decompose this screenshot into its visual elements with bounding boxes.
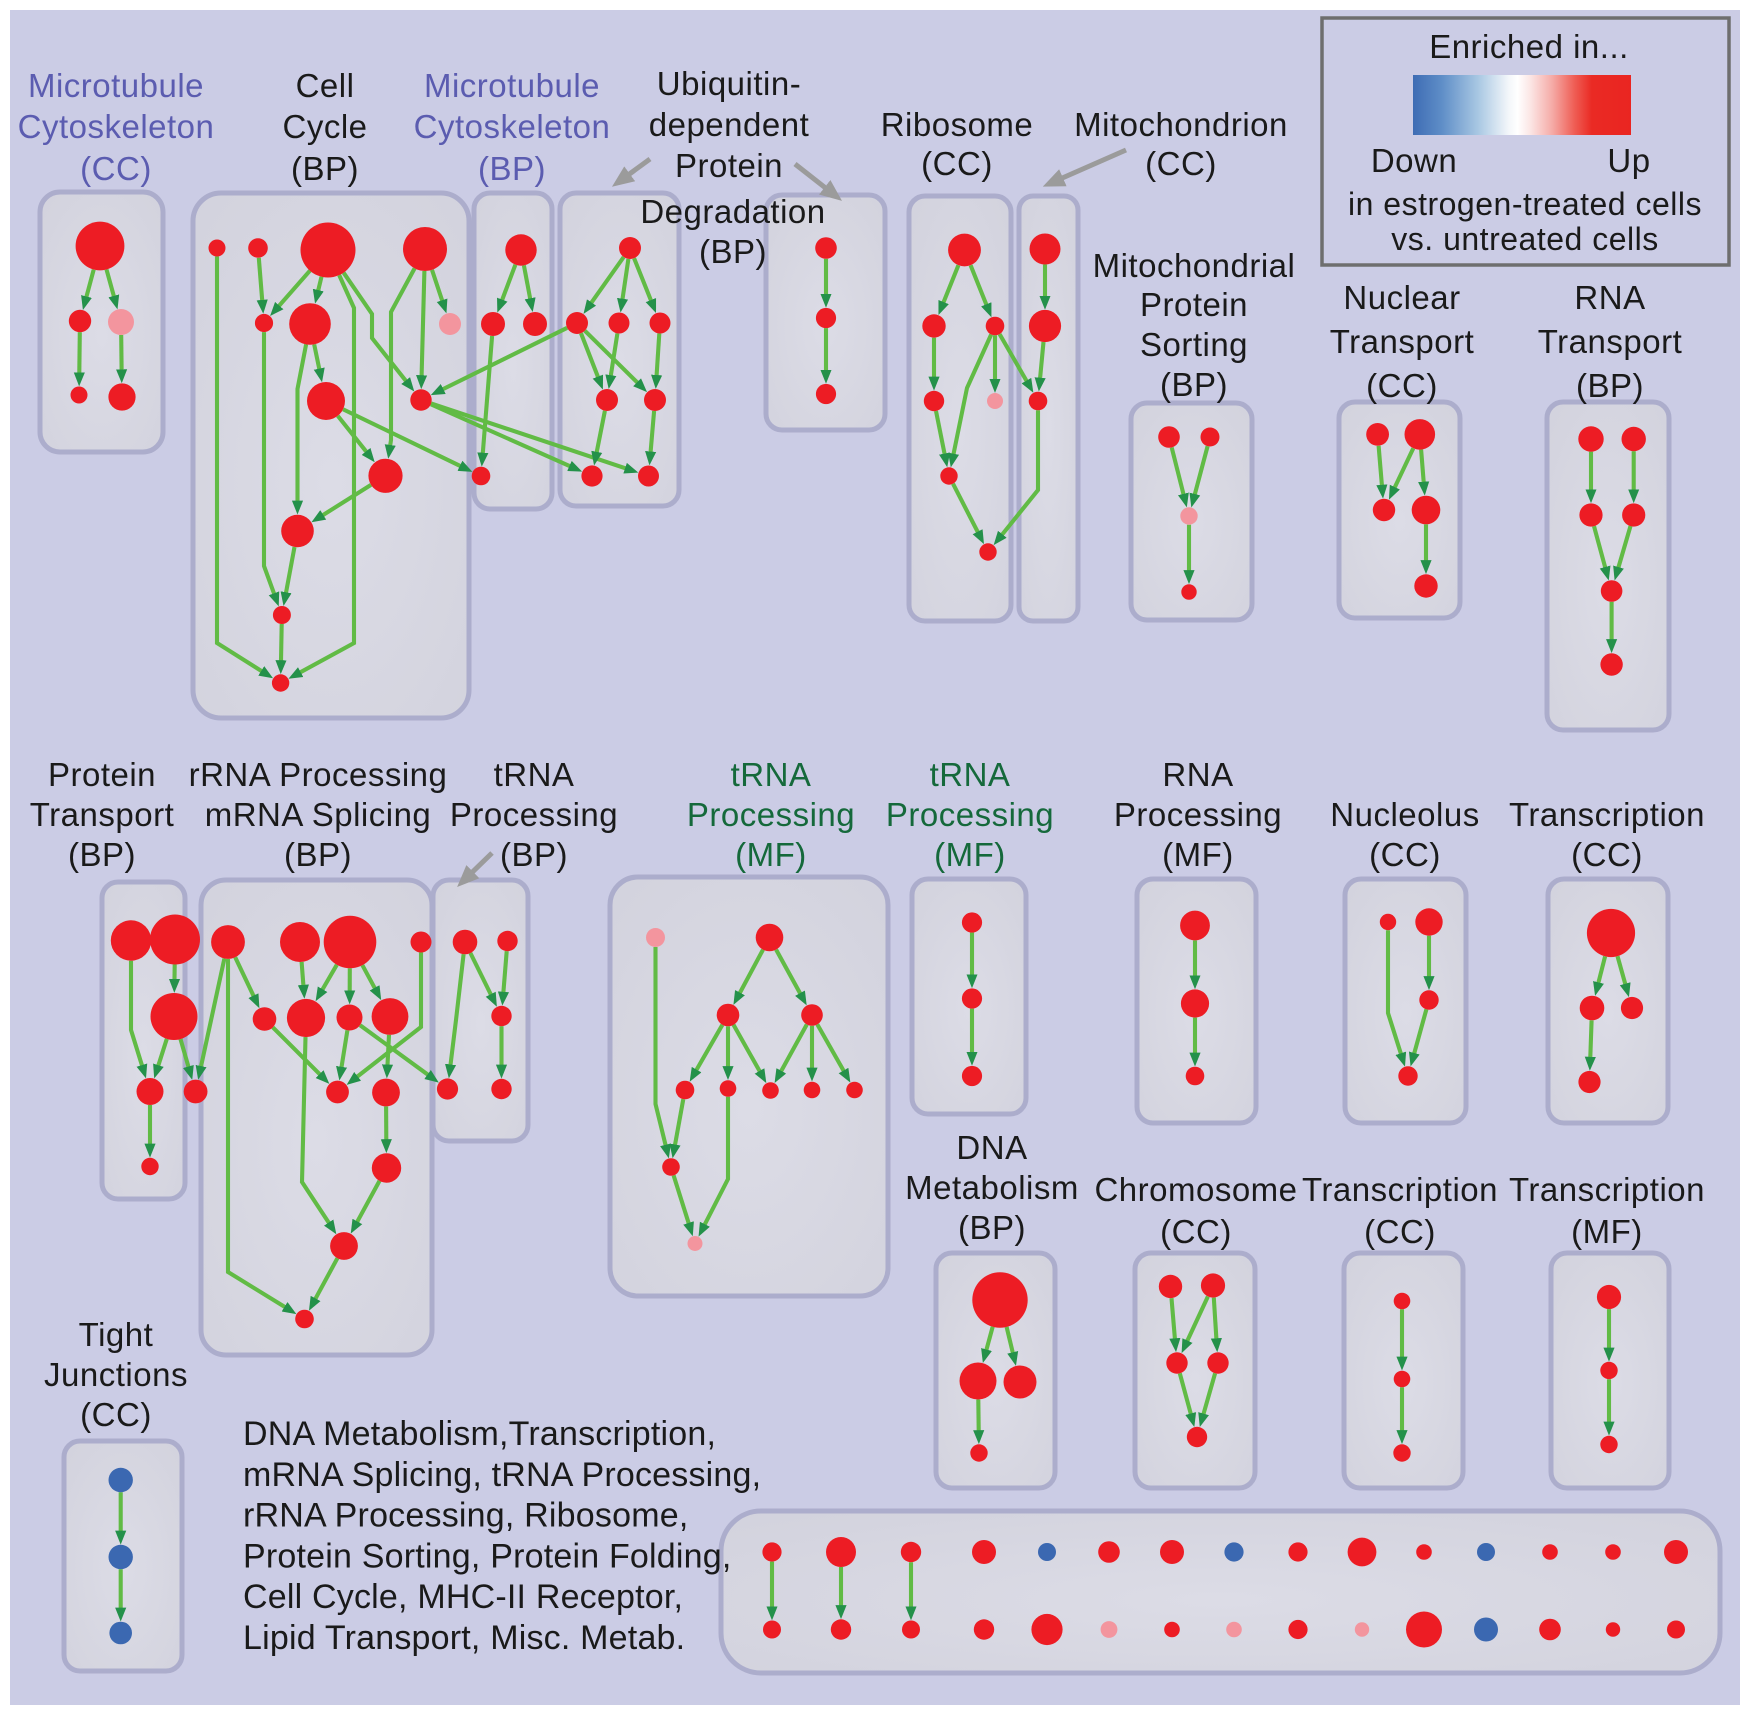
svg-text:Down: Down <box>1371 142 1457 179</box>
svg-text:Cell: Cell <box>296 67 355 104</box>
svg-text:Lipid Transport, Misc. Metab.: Lipid Transport, Misc. Metab. <box>243 1619 685 1657</box>
svg-text:(CC): (CC) <box>1366 367 1438 404</box>
svg-text:in estrogen-treated cells: in estrogen-treated cells <box>1348 186 1702 222</box>
svg-text:Mitochondrion: Mitochondrion <box>1074 106 1288 143</box>
svg-text:Cycle: Cycle <box>282 108 367 145</box>
svg-text:Protein: Protein <box>675 147 783 184</box>
svg-text:Processing: Processing <box>450 796 618 833</box>
svg-text:Microtubule: Microtubule <box>28 67 204 104</box>
svg-text:rRNA Processing: rRNA Processing <box>189 756 448 793</box>
svg-text:DNA Metabolism,Transcription,: DNA Metabolism,Transcription, <box>243 1415 716 1453</box>
svg-text:dependent: dependent <box>649 106 810 143</box>
svg-text:Metabolism: Metabolism <box>905 1169 1079 1206</box>
svg-text:Processing: Processing <box>886 796 1054 833</box>
svg-text:Transport: Transport <box>30 796 175 833</box>
svg-text:Nuclear: Nuclear <box>1343 279 1460 316</box>
svg-text:(CC): (CC) <box>1160 1213 1232 1250</box>
svg-text:Transcription: Transcription <box>1509 796 1705 833</box>
svg-text:(BP): (BP) <box>68 836 136 873</box>
svg-text:(MF): (MF) <box>735 836 807 873</box>
svg-text:(CC): (CC) <box>1364 1213 1436 1250</box>
svg-text:tRNA: tRNA <box>930 756 1011 793</box>
svg-text:Enriched in...: Enriched in... <box>1429 28 1629 65</box>
svg-text:vs. untreated cells: vs. untreated cells <box>1391 221 1658 257</box>
svg-text:Transport: Transport <box>1538 323 1683 360</box>
svg-text:(BP): (BP) <box>500 836 568 873</box>
svg-text:Nucleolus: Nucleolus <box>1330 796 1479 833</box>
svg-text:Junctions: Junctions <box>44 1356 188 1393</box>
svg-text:Processing: Processing <box>687 796 855 833</box>
svg-text:Microtubule: Microtubule <box>424 67 600 104</box>
svg-text:(BP): (BP) <box>291 150 359 187</box>
svg-text:Protein: Protein <box>1140 286 1248 323</box>
svg-text:Protein Sorting, Protein Foldi: Protein Sorting, Protein Folding, <box>243 1537 732 1575</box>
svg-text:Transcription: Transcription <box>1302 1171 1498 1208</box>
svg-text:tRNA: tRNA <box>731 756 812 793</box>
svg-text:mRNA Splicing, tRNA Processing: mRNA Splicing, tRNA Processing, <box>243 1456 761 1494</box>
svg-text:Up: Up <box>1607 142 1650 179</box>
svg-text:(CC): (CC) <box>1145 145 1217 182</box>
svg-text:(CC): (CC) <box>80 150 152 187</box>
svg-text:(BP): (BP) <box>284 836 352 873</box>
svg-text:Cell Cycle, MHC-II Receptor,: Cell Cycle, MHC-II Receptor, <box>243 1578 683 1616</box>
svg-text:Mitochondrial: Mitochondrial <box>1093 247 1296 284</box>
svg-text:Chromosome: Chromosome <box>1094 1171 1297 1208</box>
svg-text:(BP): (BP) <box>958 1209 1026 1246</box>
svg-text:(MF): (MF) <box>1162 836 1234 873</box>
svg-text:(BP): (BP) <box>478 150 546 187</box>
svg-text:(BP): (BP) <box>699 233 767 270</box>
svg-text:(CC): (CC) <box>1369 836 1441 873</box>
svg-text:(MF): (MF) <box>934 836 1006 873</box>
svg-text:Tight: Tight <box>79 1316 154 1353</box>
svg-text:tRNA: tRNA <box>494 756 575 793</box>
svg-text:(BP): (BP) <box>1160 366 1228 403</box>
svg-text:Transcription: Transcription <box>1509 1171 1705 1208</box>
svg-text:RNA: RNA <box>1162 756 1233 793</box>
svg-text:Protein: Protein <box>48 756 156 793</box>
svg-text:(BP): (BP) <box>1576 367 1644 404</box>
svg-text:(CC): (CC) <box>1571 836 1643 873</box>
svg-text:Processing: Processing <box>1114 796 1282 833</box>
svg-text:(MF): (MF) <box>1571 1213 1643 1250</box>
svg-text:mRNA Splicing: mRNA Splicing <box>205 796 432 833</box>
svg-text:(CC): (CC) <box>80 1396 152 1433</box>
svg-text:DNA: DNA <box>956 1129 1027 1166</box>
svg-text:Degradation: Degradation <box>640 193 825 230</box>
svg-text:rRNA Processing, Ribosome,: rRNA Processing, Ribosome, <box>243 1497 688 1535</box>
svg-text:Ribosome: Ribosome <box>881 106 1034 143</box>
svg-text:Ubiquitin-: Ubiquitin- <box>657 65 801 102</box>
svg-text:(CC): (CC) <box>921 145 993 182</box>
svg-text:Transport: Transport <box>1330 323 1475 360</box>
svg-text:Cytoskeleton: Cytoskeleton <box>414 108 611 145</box>
svg-text:Cytoskeleton: Cytoskeleton <box>18 108 215 145</box>
svg-text:Sorting: Sorting <box>1140 326 1248 363</box>
svg-text:RNA: RNA <box>1574 279 1645 316</box>
